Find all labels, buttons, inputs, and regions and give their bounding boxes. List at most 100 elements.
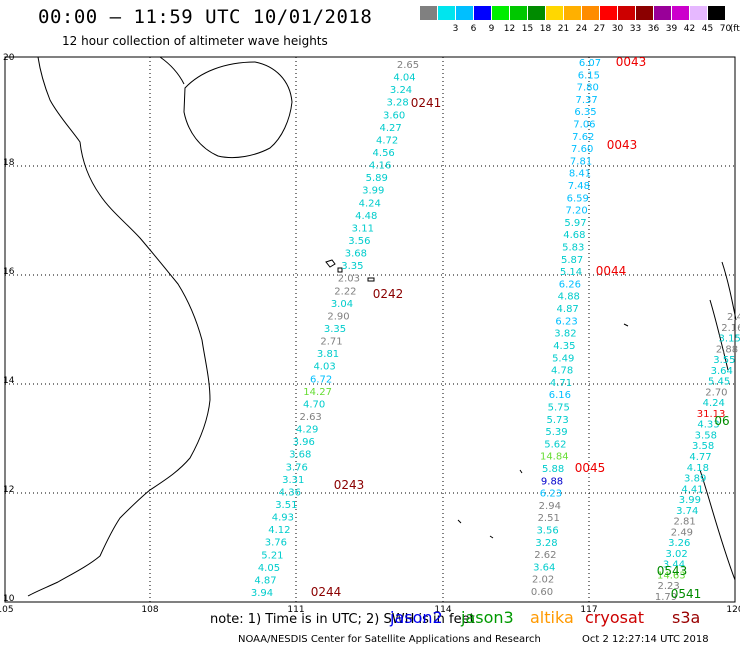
- pass-time-label: 06: [714, 414, 729, 428]
- scale-swatch: [474, 6, 491, 20]
- scale-swatch: [636, 6, 653, 20]
- scale-label: 33: [629, 24, 642, 34]
- wave-height-value: 7.48: [568, 181, 590, 192]
- axis-tick-labels: 105 108 111 114 117 120 20 18 16 14 12 10: [0, 53, 740, 615]
- wave-height-value: 4.29: [296, 425, 318, 436]
- pass-time-label: 0242: [373, 287, 404, 301]
- longitude-tick-label: 111: [287, 605, 304, 615]
- wave-height-value: 3.76: [265, 538, 287, 549]
- scale-swatch: [654, 6, 671, 20]
- vietnam-coastline: [27, 56, 211, 597]
- scale-label: 21: [557, 24, 570, 34]
- wave-height-value: 3.35: [341, 261, 363, 272]
- scale-label: 27: [593, 24, 606, 34]
- scale-swatch: [456, 6, 473, 20]
- paracel-islands: [325, 259, 375, 282]
- wave-height-value: 4.70: [303, 399, 325, 410]
- wave-height-value: 3.28: [535, 538, 557, 549]
- wave-height-value: 3.58: [692, 441, 714, 452]
- wave-height-value: 4.18: [687, 463, 709, 474]
- scale-swatch: [582, 6, 599, 20]
- wave-height-value: 3.11: [352, 223, 374, 234]
- wave-height-value: 2.65: [397, 60, 419, 71]
- hainan-island: [183, 61, 293, 159]
- generation-timestamp: Oct 2 12:27:14 UTC 2018: [582, 634, 709, 645]
- latitude-tick-label: 18: [3, 158, 15, 168]
- wave-height-value: 2.02: [532, 575, 554, 586]
- wave-height-value: 4.05: [258, 563, 280, 574]
- wave-height-value: 4.48: [355, 211, 377, 222]
- wave-height-value: 6.26: [559, 279, 581, 290]
- wave-height-value: 2.90: [327, 311, 349, 322]
- wave-height-value: 4.33: [697, 420, 719, 431]
- philippines-coast: [699, 261, 737, 581]
- latitude-tick-label: 12: [3, 485, 14, 495]
- wave-height-value: 1.79: [655, 592, 677, 603]
- wave-height-value: 5.88: [542, 464, 564, 475]
- wave-height-value: 3.35: [324, 324, 346, 335]
- legend-jason3: jason3: [461, 608, 514, 627]
- wave-height-value: 2.16: [721, 323, 740, 334]
- scale-label: 15: [521, 24, 534, 34]
- wave-height-value: 5.21: [261, 550, 283, 561]
- wave-height-value: 2.62: [534, 550, 556, 561]
- wave-height-value: 4.35: [553, 341, 575, 352]
- wave-height-value: 2.81: [673, 517, 695, 528]
- wave-height-value: 5.75: [548, 402, 570, 413]
- scale-label: 45: [701, 24, 714, 34]
- wave-height-value: 4.27: [379, 123, 401, 134]
- latitude-tick-label: 14: [3, 376, 15, 386]
- wave-height-value: 3.02: [665, 549, 687, 560]
- scale-label: 36: [647, 24, 660, 34]
- wave-height-value: 3.60: [383, 110, 405, 121]
- wave-height-value: 7.20: [565, 206, 587, 217]
- wave-height-value: 3.68: [289, 450, 311, 461]
- scale-label: 42: [683, 24, 696, 34]
- wave-height-value: 5.45: [708, 377, 730, 388]
- scale-swatch: [618, 6, 635, 20]
- spratly-islands: [457, 323, 629, 539]
- wave-height-value: 3.04: [331, 299, 353, 310]
- coastline: [27, 56, 737, 597]
- scale-label: 6: [470, 24, 477, 34]
- wave-height-value: 6.23: [555, 316, 577, 327]
- wave-height-value: 3.81: [317, 349, 339, 360]
- wave-height-value: 3.31: [282, 475, 304, 486]
- wave-height-value: 2.23: [658, 581, 680, 592]
- wave-height-value: 3.24: [390, 85, 412, 96]
- wave-height-value: 3.15: [719, 334, 740, 345]
- wave-height-value: 4.36: [279, 487, 301, 498]
- scale-label: 39: [665, 24, 678, 34]
- altimeter-values: 2.654.043.243.283.604.274.724.564.165.89…: [251, 55, 740, 603]
- scale-swatch: [420, 6, 437, 20]
- scale-label: 9: [488, 24, 495, 34]
- legend-cryosat: cryosat: [585, 608, 645, 627]
- scale-swatch: [492, 6, 509, 20]
- wave-height-value: 6.23: [540, 489, 562, 500]
- wave-height-value: 4.16: [369, 161, 391, 172]
- scale-swatch: [438, 6, 455, 20]
- wave-height-value: 3.96: [293, 437, 315, 448]
- wave-height-value: 5.73: [546, 415, 568, 426]
- pass-time-label: 0044: [596, 264, 627, 278]
- pass-time-label: 0043: [607, 138, 638, 152]
- pass-time-label: 0541: [671, 587, 702, 601]
- wave-height-value: 4.88: [558, 292, 580, 303]
- wave-height-value: 6.72: [310, 374, 332, 385]
- wave-height-value: 6.07: [579, 58, 601, 69]
- wave-height-value: 4.78: [551, 366, 573, 377]
- wave-height-value: 5.89: [366, 173, 388, 184]
- wave-height-value: 6.35: [574, 107, 596, 118]
- scale-swatch: [546, 6, 563, 20]
- wave-height-value: 4.12: [268, 525, 290, 536]
- wave-height-value: 6.15: [578, 70, 600, 81]
- wave-height-value: 3.74: [676, 506, 698, 517]
- wave-height-value: 2.03: [338, 274, 360, 285]
- wave-height-value: 4.68: [563, 230, 585, 241]
- scale-swatch: [528, 6, 545, 20]
- scale-label: 30: [611, 24, 624, 34]
- pass-time-label: 0243: [334, 478, 365, 492]
- wave-height-value: 3.89: [684, 474, 706, 485]
- wave-height-value: 3.82: [554, 329, 576, 340]
